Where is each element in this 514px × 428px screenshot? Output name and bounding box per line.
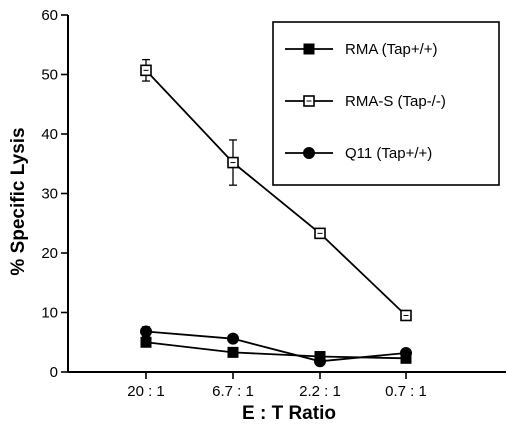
data-point [227,156,239,169]
series-group [140,58,412,368]
series-3 [140,325,412,368]
legend-label: RMA-S (Tap-/-) [345,93,446,110]
legend-item: RMA (Tap+/+) [285,41,438,58]
data-point [140,325,152,338]
legend-label: RMA (Tap+/+) [345,41,438,58]
legend-item: RMA-S (Tap-/-) [285,93,446,110]
legend-marker [303,95,315,107]
x-axis-title: E : T Ratio [242,403,336,424]
axes: 0 10 20 30 40 50 60 20 : 1 6.7 : 1 2.2 : 1 0.7 : 1 [41,7,506,400]
y-tick-label: 10 [41,305,58,322]
y-tick-label: 30 [41,186,58,203]
legend-marker [303,147,315,159]
x-tick-label: 20 : 1 [127,383,165,400]
data-point [314,227,326,240]
data-point [400,346,412,359]
y-tick-label: 0 [50,364,58,381]
y-tick-label: 60 [41,7,58,24]
data-point [227,346,239,358]
y-tick-label: 40 [41,126,58,143]
data-point [140,336,152,348]
legend-item: Q11 (Tap+/+) [285,145,432,162]
x-tick-label: 0.7 : 1 [385,383,427,400]
data-point [400,309,412,322]
series-2 [140,58,412,322]
data-point [140,64,152,77]
y-axis-title: % Specific Lysis [8,127,29,275]
y-tick-label: 50 [41,67,58,84]
legend-label: Q11 (Tap+/+) [345,145,432,162]
legend-marker [303,43,315,55]
x-tick-label: 2.2 : 1 [299,383,341,400]
series-line [145,69,407,317]
legend: RMA (Tap+/+) RMA-S (Tap-/-) Q11 (Tap+/+) [272,21,500,186]
series-line [145,330,407,363]
data-point [227,332,239,345]
y-tick-label: 20 [41,245,58,262]
data-point [314,355,326,368]
x-tick-label: 6.7 : 1 [212,383,254,400]
